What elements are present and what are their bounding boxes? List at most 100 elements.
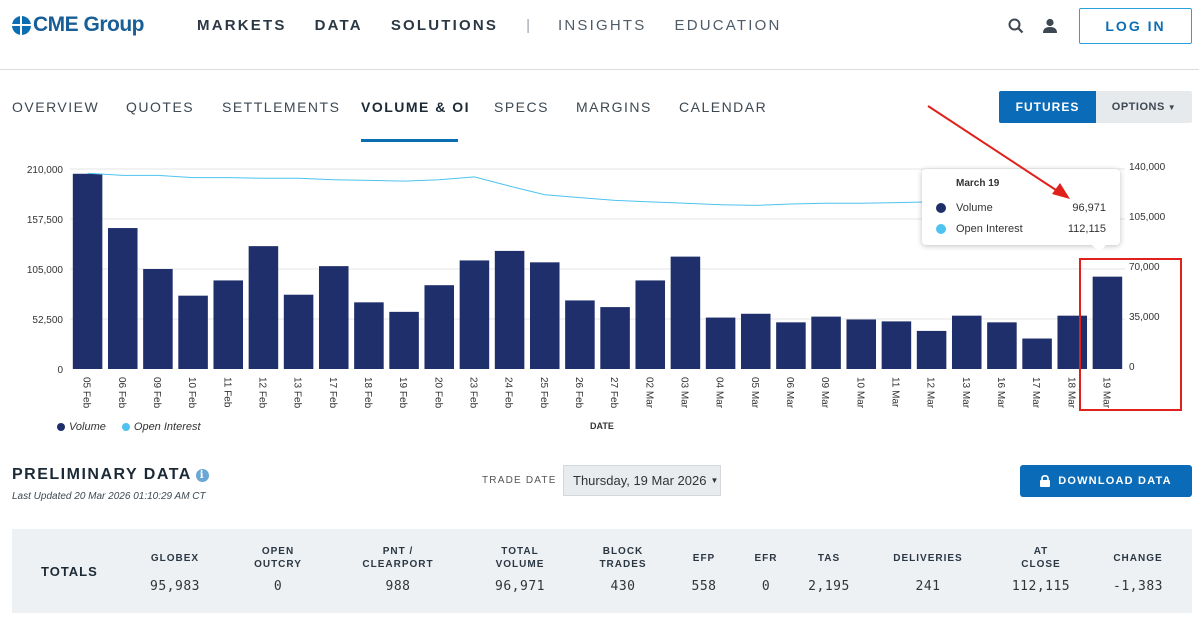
volume-bar[interactable] — [143, 269, 173, 369]
volume-bar[interactable] — [670, 256, 701, 369]
col-header-line1: OPEN — [261, 546, 295, 557]
preliminary-title-text: PRELIMINARY DATA — [12, 466, 192, 483]
col-header-line1: GLOBEX — [150, 552, 200, 564]
volume-bar[interactable] — [529, 262, 560, 369]
col-value: 558 — [691, 579, 717, 594]
volume-bar[interactable] — [318, 266, 349, 369]
legend-item-open-interest[interactable]: Open Interest — [121, 421, 201, 433]
x-tick-label: 23 Feb — [467, 377, 478, 409]
x-tick-label: 06 Mar — [784, 377, 795, 409]
tab-overview[interactable]: OVERVIEW — [12, 99, 100, 115]
volume-bar[interactable] — [354, 302, 384, 369]
nav-data[interactable]: DATA — [314, 17, 363, 34]
totals-col-at-close: AT CLOSE 112,115 — [1012, 545, 1070, 594]
col-header-line1: AT — [1033, 546, 1049, 557]
x-tick-label: 09 Mar — [819, 377, 830, 409]
y-tick-right: 140,000 — [1129, 162, 1166, 173]
x-tick-label: 18 Mar — [1065, 377, 1076, 409]
volume-bar[interactable] — [283, 294, 314, 369]
x-tick-label: 26 Feb — [573, 377, 584, 409]
nav-solutions[interactable]: SOLUTIONS — [390, 17, 499, 34]
download-data-button[interactable]: DOWNLOAD DATA — [1020, 465, 1192, 497]
user-icon[interactable] — [1040, 16, 1060, 36]
volume-bar[interactable] — [846, 319, 877, 369]
x-tick-label: 04 Mar — [714, 377, 725, 409]
col-header-line1: PNT / — [382, 546, 414, 557]
x-tick-label: 09 Feb — [151, 377, 162, 409]
x-tick-label: 10 Mar — [854, 377, 865, 409]
volume-bar[interactable] — [635, 280, 666, 369]
tab-specs[interactable]: SPECS — [494, 99, 549, 115]
col-value: 988 — [385, 579, 411, 594]
totals-col-tas: TAS 2,195 — [808, 545, 850, 595]
col-value: 2,195 — [808, 579, 850, 594]
totals-col-pnt-clearport: PNT / CLEARPORT 988 — [362, 545, 433, 594]
volume-bar[interactable] — [389, 311, 419, 369]
tooltip-row-oi: Open Interest 112,115 — [936, 223, 1106, 235]
search-icon[interactable] — [1006, 16, 1026, 36]
volume-bar[interactable] — [987, 322, 1017, 369]
x-tick-label: 24 Feb — [503, 377, 514, 409]
volume-bar[interactable] — [916, 330, 947, 369]
legend-oi-label: Open Interest — [133, 421, 201, 433]
col-header-line1: BLOCK — [602, 546, 644, 557]
legend-item-volume[interactable]: Volume — [57, 421, 106, 433]
volume-bar[interactable] — [740, 313, 771, 369]
x-tick-label: 06 Feb — [116, 377, 127, 409]
y-tick-right: 70,000 — [1129, 262, 1160, 273]
tooltip-row-volume: Volume 96,971 — [936, 202, 1106, 214]
volume-bar[interactable] — [1057, 315, 1088, 369]
chart-legend: Volume Open Interest — [57, 421, 217, 433]
brand-name: CME Group — [33, 13, 145, 36]
nav-markets[interactable]: MARKETS — [197, 17, 287, 34]
tooltip-title: March 19 — [956, 178, 1000, 189]
y-tick-left: 157,500 — [27, 215, 64, 226]
col-header-line1: CHANGE — [1113, 552, 1163, 564]
volume-bar[interactable] — [248, 246, 279, 369]
nav-insights[interactable]: INSIGHTS — [558, 17, 647, 34]
cme-logo[interactable]: CME Group — [12, 12, 145, 38]
info-icon[interactable]: i — [195, 468, 209, 482]
volume-bar[interactable] — [1022, 338, 1052, 369]
highlight-box — [1079, 258, 1182, 411]
tab-margins[interactable]: MARGINS — [576, 99, 652, 115]
volume-bar[interactable] — [881, 321, 912, 369]
tab-volume-oi[interactable]: VOLUME & OI — [361, 99, 471, 115]
col-value: 430 — [610, 579, 636, 594]
tab-settlements[interactable]: SETTLEMENTS — [222, 99, 341, 115]
volume-bar[interactable] — [565, 300, 595, 369]
volume-bar[interactable] — [213, 280, 244, 369]
totals-panel: TOTALS GLOBEX 95,983 OPEN OUTCRY 0 PNT / CLE… — [12, 529, 1192, 613]
y-tick-right: 35,000 — [1129, 312, 1160, 323]
x-tick-label: 19 Feb — [397, 377, 408, 409]
volume-bar[interactable] — [72, 173, 103, 369]
futures-button[interactable]: FUTURES — [999, 91, 1096, 123]
tab-calendar[interactable]: CALENDAR — [679, 99, 768, 115]
x-tick-label: 12 Feb — [256, 377, 267, 409]
totals-col-change: CHANGE -1,383 — [1113, 545, 1163, 595]
trade-date-select[interactable]: Thursday, 19 Mar 2026 ▼ — [563, 465, 721, 496]
lock-icon — [1040, 475, 1051, 487]
volume-bar[interactable] — [705, 317, 736, 369]
col-header-line1: EFP — [692, 552, 716, 564]
login-button[interactable]: LOG IN — [1079, 8, 1192, 44]
volume-bar[interactable] — [951, 315, 982, 369]
volume-bar[interactable] — [107, 228, 138, 369]
trade-date-value: Thursday, 19 Mar 2026 — [573, 473, 707, 488]
volume-bar[interactable] — [811, 316, 841, 369]
options-dropdown[interactable]: OPTIONS ▼ — [1096, 91, 1192, 123]
volume-bar[interactable] — [776, 322, 806, 369]
volume-bar[interactable] — [1092, 276, 1123, 369]
volume-bar[interactable] — [178, 295, 208, 369]
volume-bar[interactable] — [494, 250, 525, 369]
volume-bar[interactable] — [600, 307, 630, 369]
nav-education[interactable]: EDUCATION — [674, 17, 782, 34]
tab-quotes[interactable]: QUOTES — [126, 99, 195, 115]
volume-bar[interactable] — [459, 260, 490, 369]
x-tick-label: 25 Feb — [538, 377, 549, 409]
x-tick-label: 16 Mar — [995, 377, 1006, 409]
volume-bar[interactable] — [424, 285, 455, 369]
last-updated: Last Updated 20 Mar 2026 01:10:29 AM CT — [12, 491, 206, 502]
volume-oi-chart: 210,000 157,500 105,000 52,500 0 140,000 105,0… — [27, 162, 1166, 409]
col-value: 96,971 — [495, 579, 545, 594]
